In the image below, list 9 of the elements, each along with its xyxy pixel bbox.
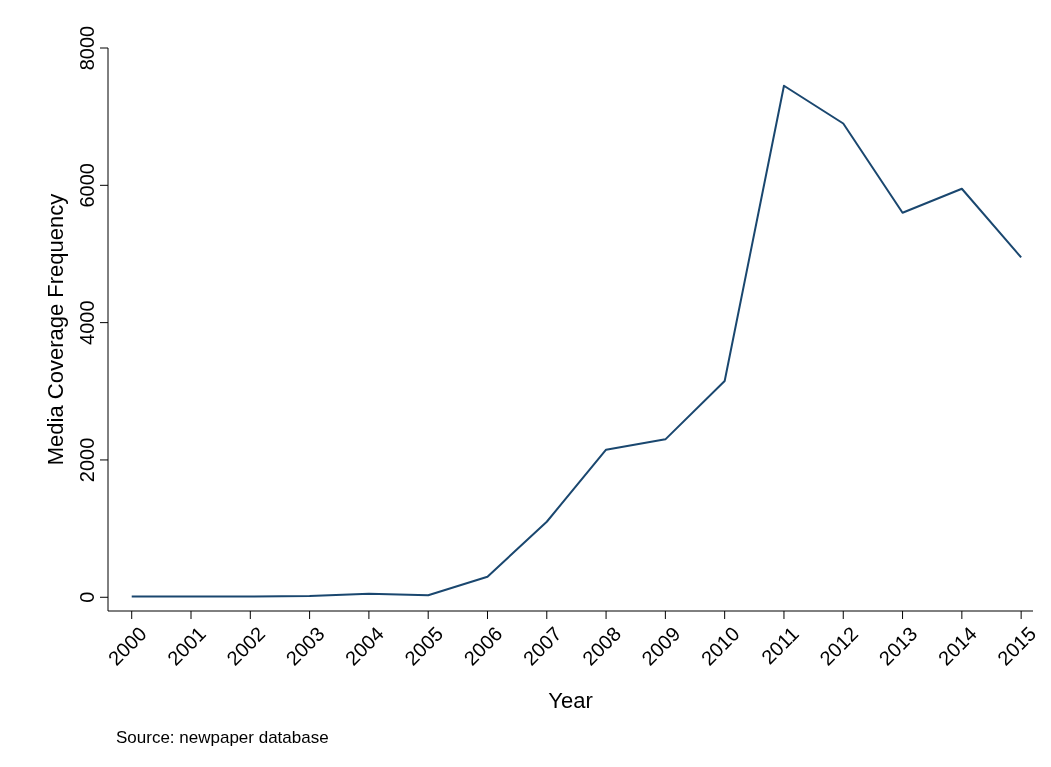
y-tick-label: 4000 [76,300,98,345]
source-note: Source: newpaper database [116,728,329,747]
y-tick-label: 8000 [76,25,98,71]
y-tick-label: 6000 [76,163,98,208]
line-series [130,84,1023,598]
y-tick-label: 2000 [76,437,98,483]
y-tick-label: 0 [76,591,98,603]
y-axis-title: Media Coverage Frequency [43,193,68,466]
x-axis-title: Year [548,688,593,713]
